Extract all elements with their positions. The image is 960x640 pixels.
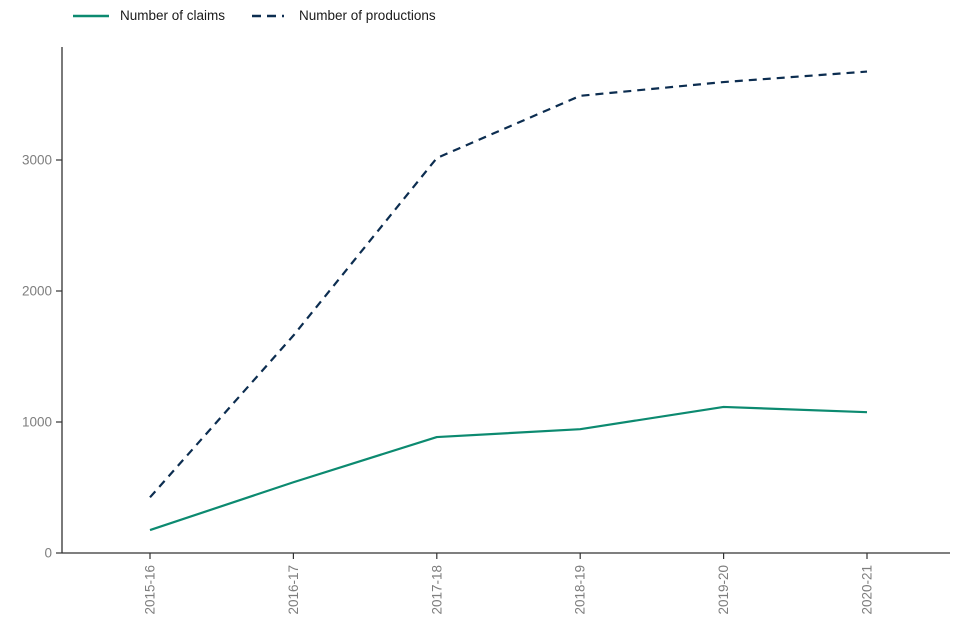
y-tick-label: 3000 [22, 153, 52, 168]
solid-line-swatch [73, 14, 109, 17]
series-line-claims [149, 405, 868, 532]
legend-item-claims: Number of claims [72, 8, 225, 23]
x-tick-label: 2019-20 [716, 565, 731, 615]
legend: Number of claims Number of productions [72, 8, 436, 23]
x-tick-label: 2016-17 [286, 565, 301, 615]
series-line-productions [149, 70, 868, 499]
legend-label-productions: Number of productions [299, 8, 436, 23]
x-tick-label: 2018-19 [573, 565, 588, 615]
legend-label-claims: Number of claims [120, 8, 226, 23]
x-tick-label: 2020-21 [860, 565, 875, 615]
y-tick-label: 2000 [22, 284, 52, 299]
x-tick-label: 2017-18 [429, 565, 444, 615]
x-tick-label: 2015-16 [143, 565, 158, 615]
y-tick-label: 1000 [22, 415, 52, 430]
legend-item-productions: Number of productions [251, 8, 436, 23]
dashed-line-swatch [252, 14, 289, 17]
y-tick-label: 0 [44, 546, 52, 561]
